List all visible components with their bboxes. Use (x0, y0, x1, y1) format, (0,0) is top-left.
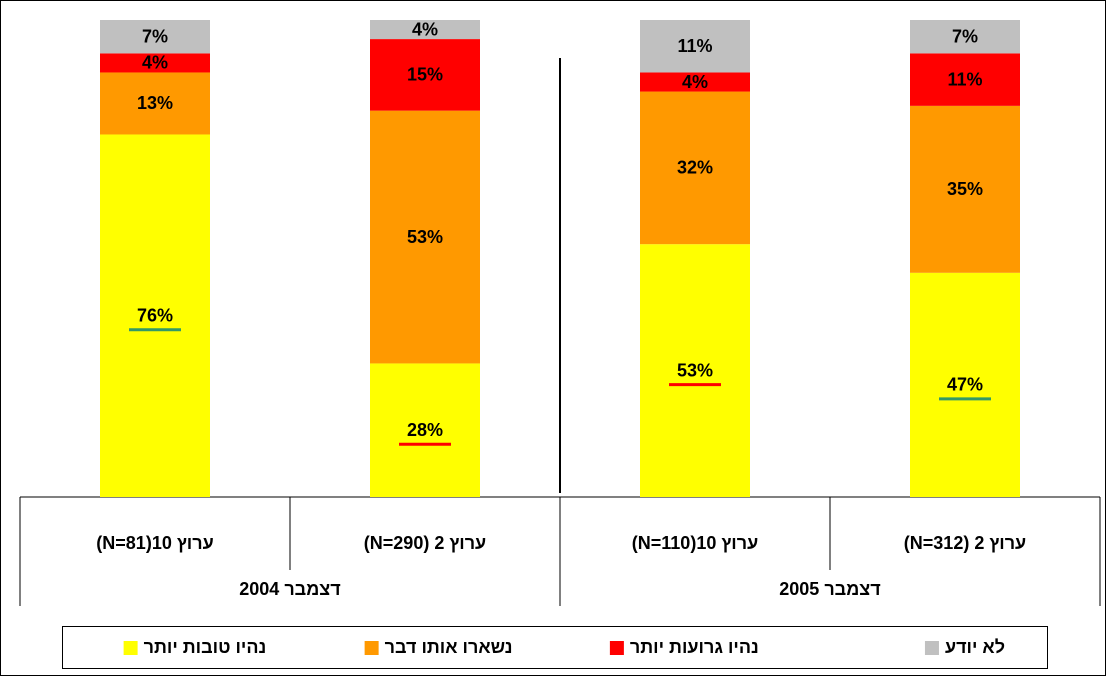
bar-segment (640, 91, 750, 245)
legend-swatch (609, 641, 624, 655)
value-label: 47% (947, 375, 983, 395)
x-tick-label: ערוץ 2 (N=312) (904, 533, 1026, 553)
value-label: 32% (677, 158, 713, 178)
value-label: 15% (407, 65, 443, 85)
legend-label: נהיו טובות יותר (144, 637, 267, 657)
legend-label: לא יודע (945, 637, 1005, 657)
bar-segment (910, 53, 1020, 106)
bar-segment (370, 20, 480, 40)
group-label: דצמבר 2004 (239, 579, 340, 599)
bar-segment (100, 72, 210, 135)
value-label: 28% (407, 420, 443, 440)
bar-segment (910, 20, 1020, 54)
legend-swatch (123, 641, 138, 655)
bar-segment (100, 134, 210, 498)
bar-segment (100, 53, 210, 73)
legend-swatch (924, 641, 939, 655)
bar-segment (910, 272, 1020, 497)
legend-label: נהיו גרועות יותר (630, 637, 759, 657)
bar-segment (370, 39, 480, 111)
group-label: דצמבר 2005 (779, 579, 880, 599)
bar-segment (370, 110, 480, 364)
value-label: 35% (947, 179, 983, 199)
bar-segment (370, 363, 480, 497)
value-label: 7% (142, 26, 168, 46)
bar-segment (640, 72, 750, 92)
value-label: 7% (952, 26, 978, 46)
legend-label: נשארו אותו דבר (385, 637, 513, 657)
value-label: 4% (142, 53, 168, 73)
bar-segment (100, 20, 210, 54)
x-tick-label: ערוץ 2 (N=290) (364, 533, 486, 553)
value-label: 76% (137, 305, 173, 325)
x-tick-label: ערוץ 10(N=110) (632, 533, 758, 553)
value-label: 11% (947, 69, 982, 89)
value-label: 13% (137, 93, 173, 113)
x-tick-label: ערוץ 10(N=81) (96, 533, 213, 553)
value-label: 53% (407, 227, 443, 247)
bar-segment (910, 105, 1020, 273)
bar-segment (640, 244, 750, 497)
bar-segment (640, 20, 750, 73)
legend-swatch (364, 641, 379, 655)
legend-box (62, 626, 1048, 669)
value-label: 4% (682, 72, 708, 92)
value-label: 4% (412, 19, 438, 39)
value-label: 11% (677, 36, 712, 56)
value-label: 53% (677, 360, 713, 380)
